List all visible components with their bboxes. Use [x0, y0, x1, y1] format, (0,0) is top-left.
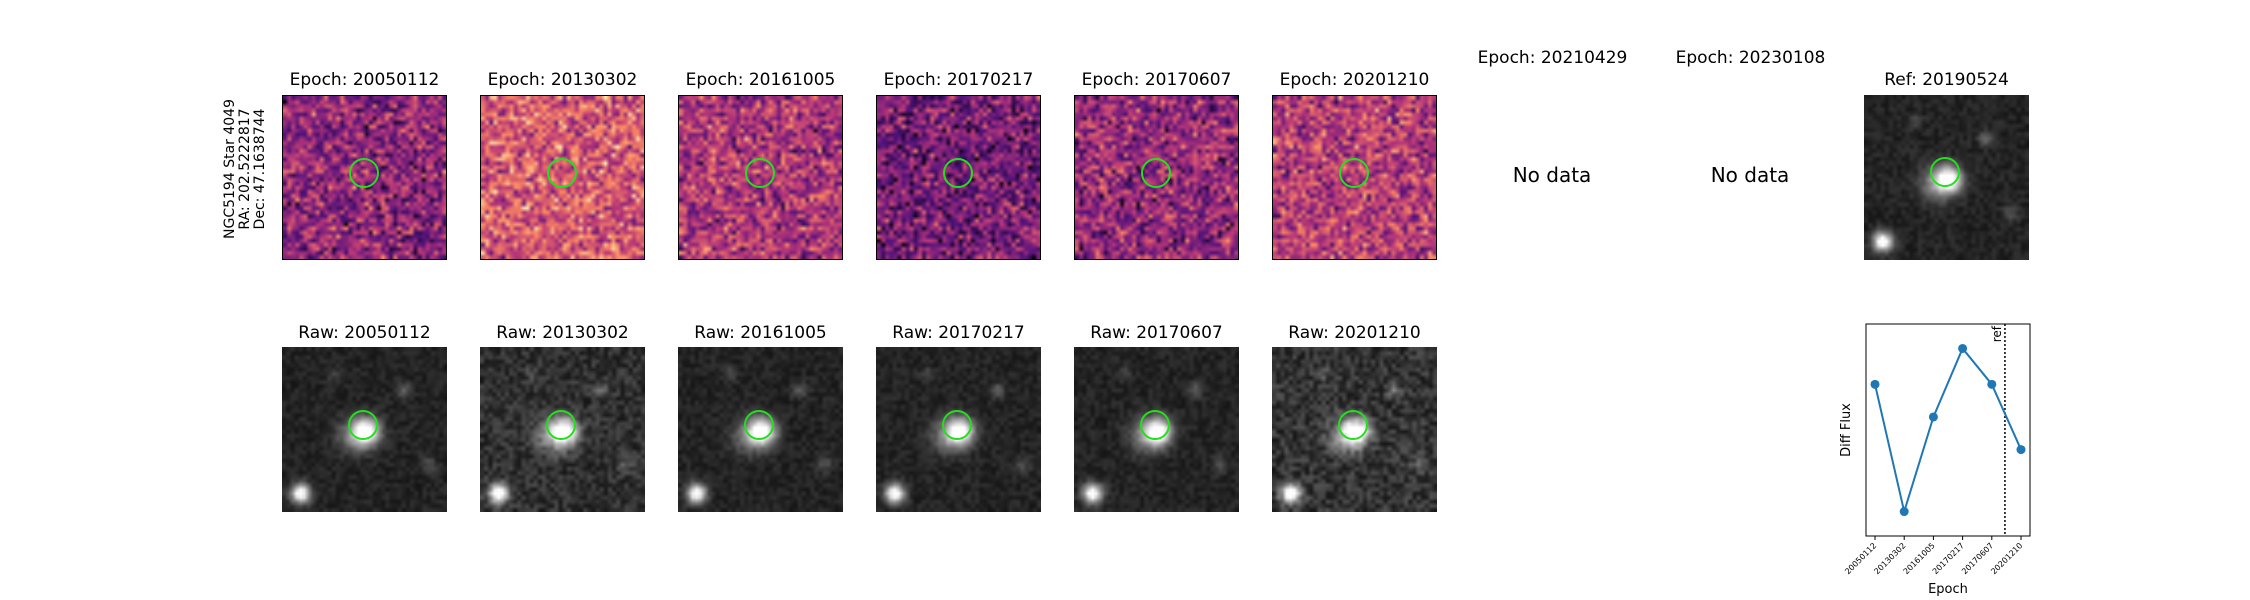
- raw-title-1: Raw: 20050112: [298, 323, 431, 343]
- series-line: [1874, 346, 2022, 516]
- plot-frame: [1865, 323, 2031, 537]
- diff-panel-6: [1272, 95, 1437, 260]
- ref-panel: [1864, 95, 2029, 260]
- diff-panel-2: [480, 95, 645, 260]
- data-point: [1899, 507, 1909, 517]
- star-name: NGC5194 Star 4049: [222, 99, 238, 239]
- raw-panel-1: [282, 347, 447, 512]
- aperture-ring: [943, 158, 973, 188]
- data-point: [1870, 379, 1880, 389]
- diff-panel-1: [282, 95, 447, 260]
- diff-title-1: Epoch: 20050112: [289, 70, 440, 90]
- no-data-label-2: No data: [1710, 163, 1790, 187]
- diff-title-6: Epoch: 20201210: [1279, 70, 1430, 90]
- aperture-ring: [1338, 410, 1368, 440]
- aperture-ring: [1339, 158, 1369, 188]
- data-point: [1928, 412, 1938, 422]
- diff-title-5: Epoch: 20170607: [1081, 70, 1232, 90]
- raw-title-2: Raw: 20130302: [496, 323, 629, 343]
- diff-panel-5: [1074, 95, 1239, 260]
- data-point: [1958, 343, 1968, 353]
- diff-title-2: Epoch: 20130302: [487, 70, 638, 90]
- y-axis-label: Diff Flux: [1839, 403, 1854, 457]
- star-ra: RA: 202.5222817: [237, 108, 253, 229]
- aperture-ring: [1930, 157, 1960, 187]
- raw-title-4: Raw: 20170217: [892, 323, 1025, 343]
- raw-panel-4: [876, 347, 1041, 512]
- diff-title-8: Epoch: 20230108: [1675, 48, 1826, 68]
- diff-panel-3: [678, 95, 843, 260]
- no-data-label-1: No data: [1512, 163, 1592, 187]
- aperture-ring: [547, 158, 577, 188]
- diff-title-7: Epoch: 20210429: [1477, 48, 1628, 68]
- raw-title-6: Raw: 20201210: [1288, 323, 1421, 343]
- aperture-ring: [1141, 158, 1171, 188]
- aperture-ring: [745, 158, 775, 188]
- aperture-ring: [349, 158, 379, 188]
- ref-title: Ref: 20190524: [1884, 70, 2009, 90]
- diff-title-4: Epoch: 20170217: [883, 70, 1034, 90]
- aperture-ring: [348, 410, 378, 440]
- raw-panel-6: [1272, 347, 1437, 512]
- star-info-label: NGC5194 Star 4049 RA: 202.5222817 Dec: 4…: [220, 94, 268, 244]
- x-tick-label: 20201210: [1989, 541, 2024, 576]
- diff-title-3: Epoch: 20161005: [685, 70, 836, 90]
- raw-panel-3: [678, 347, 843, 512]
- light-curve-chart: ref2005011220130302201610052017021720170…: [1839, 323, 2031, 597]
- raw-panel-5: [1074, 347, 1239, 512]
- raw-title-3: Raw: 20161005: [694, 323, 827, 343]
- aperture-ring: [744, 410, 774, 440]
- raw-panel-2: [480, 347, 645, 512]
- aperture-ring: [546, 410, 576, 440]
- raw-title-5: Raw: 20170607: [1090, 323, 1223, 343]
- aperture-ring: [1140, 410, 1170, 440]
- star-dec: Dec: 47.1638744: [252, 108, 268, 229]
- aperture-ring: [942, 410, 972, 440]
- diff-panel-4: [876, 95, 1041, 260]
- data-point: [2016, 445, 2026, 455]
- x-axis-label: Epoch: [1928, 582, 1968, 597]
- data-point: [1987, 379, 1997, 389]
- star-info-svg: NGC5194 Star 4049 RA: 202.5222817 Dec: 4…: [222, 99, 268, 239]
- ref-label: ref: [1990, 325, 2004, 342]
